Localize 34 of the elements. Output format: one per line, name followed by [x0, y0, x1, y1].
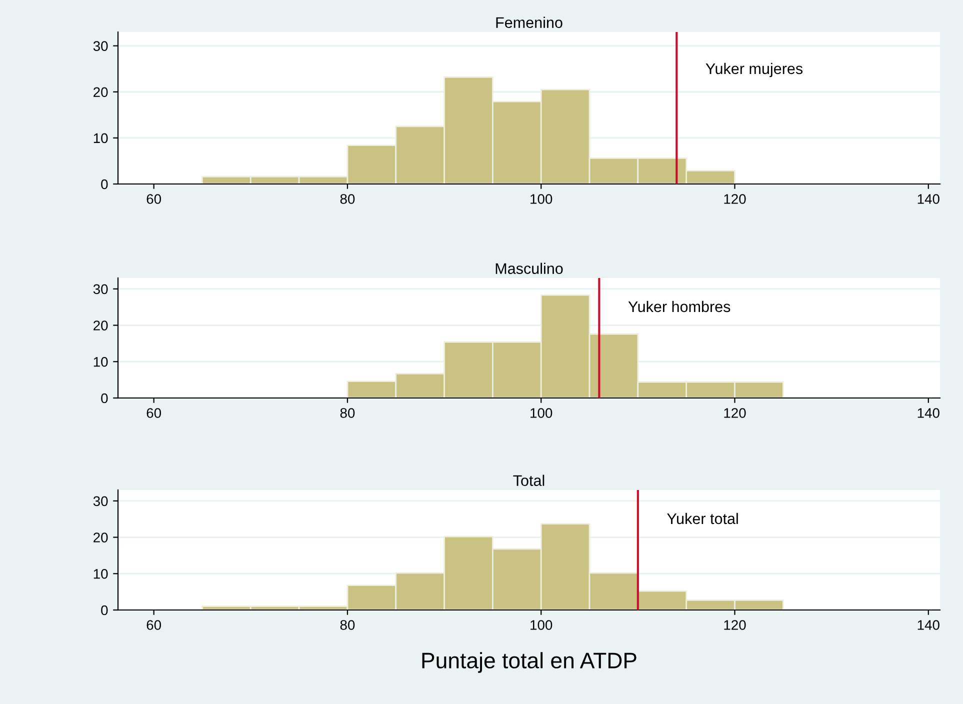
x-tick-label: 140: [918, 620, 940, 630]
x-tick-label: 120: [724, 408, 746, 418]
y-tick-label: 10: [94, 133, 108, 144]
y-tick-label: 0: [101, 393, 108, 404]
x-tick-label: 120: [724, 194, 746, 204]
x-tick-label: 60: [146, 194, 162, 204]
x-tick-label: 100: [530, 408, 552, 418]
y-tick-label: 30: [93, 41, 108, 51]
x-tick-label: 60: [146, 620, 162, 630]
y-tick-label: 20: [94, 320, 108, 330]
x-tick-label: 100: [530, 194, 552, 204]
y-tick-label: 30: [93, 496, 108, 506]
chart-title: Masculino: [496, 262, 563, 274]
chart-title: Total: [513, 474, 544, 486]
x-tick-label: 140: [918, 408, 940, 418]
chart-title: Femenino: [496, 16, 562, 28]
ref-line-label: Yuker total: [667, 512, 738, 524]
x-tick-label: 80: [340, 194, 355, 204]
ref-line-label: Yuker mujeres: [706, 62, 803, 78]
y-tick-label: 10: [94, 568, 108, 579]
y-tick-label: 30: [93, 284, 108, 294]
y-tick-label: 10: [94, 356, 108, 367]
y-tick-label: 0: [101, 179, 108, 190]
x-tick-label: 80: [340, 620, 355, 630]
x-axis-title: Puntaje total en ATDP: [422, 652, 636, 673]
ref-line-label: Yuker hombres: [628, 300, 730, 312]
y-tick-label: 20: [94, 532, 108, 542]
x-tick-label: 140: [918, 194, 940, 204]
x-tick-label: 120: [724, 620, 746, 630]
x-tick-label: 80: [340, 408, 355, 418]
x-tick-label: 100: [530, 620, 552, 630]
y-tick-label: 0: [101, 605, 108, 616]
y-tick-label: 20: [94, 87, 108, 98]
x-tick-label: 60: [146, 408, 162, 418]
